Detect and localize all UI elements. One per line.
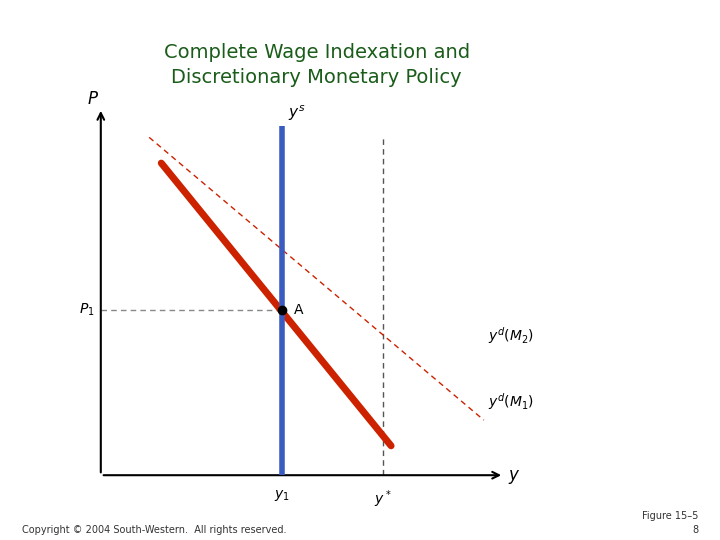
Text: $y^s$: $y^s$: [288, 103, 306, 123]
Text: A: A: [294, 303, 304, 317]
Text: $y_1$: $y_1$: [274, 488, 290, 503]
Text: $y^*$: $y^*$: [374, 488, 392, 510]
Text: 8: 8: [692, 524, 698, 535]
Text: $y^d(M_2)$: $y^d(M_2)$: [488, 325, 534, 346]
Text: $P_1$: $P_1$: [79, 302, 95, 318]
Text: P: P: [88, 90, 98, 108]
Text: y: y: [508, 466, 518, 484]
Text: $y^d(M_1)$: $y^d(M_1)$: [488, 392, 534, 412]
Text: Complete Wage Indexation and
Discretionary Monetary Policy: Complete Wage Indexation and Discretiona…: [163, 43, 470, 87]
Text: Figure 15–5: Figure 15–5: [642, 511, 698, 521]
Text: Copyright © 2004 South-Western.  All rights reserved.: Copyright © 2004 South-Western. All righ…: [22, 524, 286, 535]
